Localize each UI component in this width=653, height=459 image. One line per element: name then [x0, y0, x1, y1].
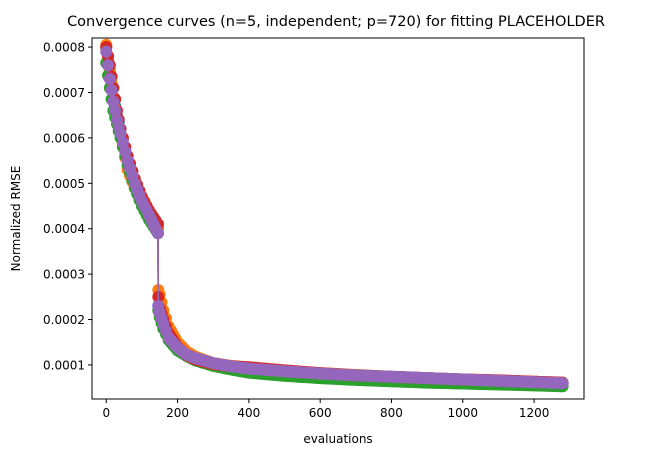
- data-point: [116, 136, 129, 149]
- x-tick-label: 600: [309, 406, 332, 420]
- x-tick-label: 0: [102, 406, 110, 420]
- data-point: [100, 45, 113, 58]
- y-tick-label: 0.0005: [43, 177, 85, 191]
- x-axis: 0 200 400 600 800 1000 1200: [102, 399, 549, 420]
- series-layer: [100, 38, 569, 393]
- y-tick-label: 0.0004: [43, 222, 85, 236]
- data-point: [556, 377, 569, 390]
- y-tick-label: 0.0001: [43, 358, 85, 372]
- x-tick-label: 400: [237, 406, 260, 420]
- data-point: [102, 59, 115, 72]
- plot-frame: [91, 37, 585, 400]
- y-tick-label: 0.0002: [43, 313, 85, 327]
- data-point: [119, 145, 132, 158]
- x-axis-label: evaluations: [303, 432, 372, 446]
- y-tick-label: 0.0008: [43, 41, 85, 55]
- data-point: [107, 95, 120, 108]
- y-axis: 0.0001 0.0002 0.0003 0.0004 0.0005 0.0006 0.00…: [43, 41, 92, 372]
- data-point: [151, 227, 164, 240]
- y-tick-label: 0.0006: [43, 131, 85, 145]
- x-tick-label: 1200: [519, 406, 550, 420]
- data-point: [105, 84, 118, 97]
- data-point: [114, 127, 127, 140]
- x-tick-label: 1000: [448, 406, 479, 420]
- chart-title: Convergence curves (n=5, independent; p=…: [67, 14, 605, 30]
- y-tick-label: 0.0003: [43, 268, 85, 282]
- y-tick-label: 0.0007: [43, 86, 85, 100]
- series-5: [100, 45, 569, 390]
- y-axis-label: Normalized RMSE: [9, 166, 23, 272]
- x-tick-label: 800: [380, 406, 403, 420]
- x-tick-label: 200: [166, 406, 189, 420]
- data-point: [109, 104, 122, 117]
- data-point: [103, 72, 116, 85]
